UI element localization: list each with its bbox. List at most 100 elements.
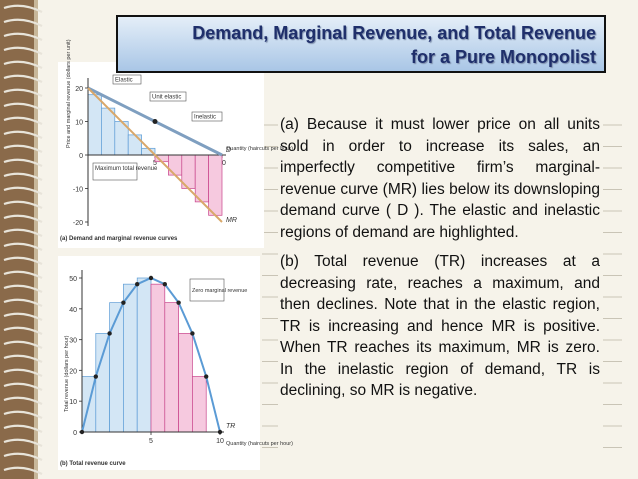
annotation: Unit elastic [152,95,181,101]
tr-bar [109,302,124,433]
annotation: Inelastic [194,115,216,121]
series-line [87,87,223,223]
mr-bar [87,94,102,156]
y-tick-label: 50 [69,276,77,283]
spiral [3,18,43,27]
annotation-box [189,278,225,302]
y-tick-label: -10 [73,187,83,194]
mr-bar [194,154,209,203]
tr-bar [150,283,166,433]
spiral [3,284,43,293]
axis-label: Price and marginal revenue (dollars per … [66,39,72,148]
annotation-box [92,162,138,181]
spiral [3,4,43,13]
spiral [3,354,43,363]
spiral [3,368,43,377]
tr-point [204,374,209,379]
spiral [3,326,43,335]
annotation: Maximum total revenue [95,166,158,172]
tr-bar [192,376,207,433]
spiral [3,312,43,321]
binding [0,0,43,479]
unit-elastic-dot [152,119,158,124]
title-box: Demand, Marginal Revenue, and Total Reve… [116,15,606,73]
tr-point [121,300,126,305]
annotation-box [112,74,142,85]
spiral [3,298,43,307]
spiral [3,452,43,461]
spiral [3,214,43,223]
spiral [3,172,43,181]
y-tick-label: 0 [79,153,83,160]
mr-bar [101,107,116,156]
spiral [3,130,43,139]
spiral [3,186,43,195]
tr-point [93,374,99,379]
y-tick-label: 40 [69,307,77,314]
tr-point [217,429,223,435]
paragraph: (b) Total revenue (TR) increases at a de… [280,253,600,399]
tr-point [107,331,112,336]
axis-label: Quantity (haircuts per hour) [226,441,293,447]
annotation: Elastic [115,78,133,84]
paper-edge [34,0,38,479]
tr-bar [123,283,138,433]
spiral [3,228,43,237]
spiral [3,382,43,391]
x-tick-label: 5 [149,438,153,445]
title-line: Demand, Marginal Revenue, and Total Reve… [192,23,596,43]
series-label: TR [226,423,235,430]
tr-bar [178,333,193,433]
series-label: MR [226,217,237,224]
spiral [3,144,43,153]
spiral [3,410,43,419]
spiral [3,158,43,167]
spiral [3,60,43,69]
annotation: Zero marginal revenue [192,288,247,294]
mr-bar [208,154,223,216]
spiral [3,88,43,97]
spiral [3,424,43,433]
tr-point [162,281,167,287]
spiral [3,270,43,279]
spiral [3,116,43,125]
y-tick-label: 10 [69,399,77,406]
axis-label: Total revenue (dollars per hour) [64,335,70,412]
y-tick-label: 20 [75,86,83,93]
paragraph: (a) Because it must lower price on all u… [280,116,600,241]
body-text: (a) Because it must lower price on all u… [280,114,600,410]
spiral [3,242,43,251]
tr-point [190,331,195,336]
spiral [3,340,43,349]
caption: (a) Demand and marginal revenue curves [60,236,178,242]
series-label: D [226,147,231,154]
spiral [3,466,43,475]
y-tick-label: 0 [73,430,77,437]
tr-point [135,281,140,287]
x-tick-label: 10 [216,438,224,445]
tr-point [176,300,181,305]
spiral [3,256,43,265]
mr-bar [168,154,183,176]
tr-bar [164,302,179,433]
y-tick-label: 30 [69,338,77,345]
tr-bar [95,333,110,433]
annotation-box [149,91,187,102]
axis-label: Quantity (haircuts per hour) [226,146,293,152]
y-tick-label: 10 [75,120,83,127]
y-tick-label: -20 [73,220,83,227]
caption: (b) Total revenue curve [60,461,126,467]
tr-point [148,275,154,281]
x-tick-label: 5 [153,160,157,167]
y-tick-label: 20 [69,368,77,375]
mr-bar [127,134,142,156]
annotation-box [191,111,223,122]
spiral [3,102,43,111]
tr-point [79,429,85,435]
spiral [3,46,43,55]
spiral [3,438,43,447]
title-line: for a Pure Monopolist [410,47,596,67]
spiral [3,32,43,41]
